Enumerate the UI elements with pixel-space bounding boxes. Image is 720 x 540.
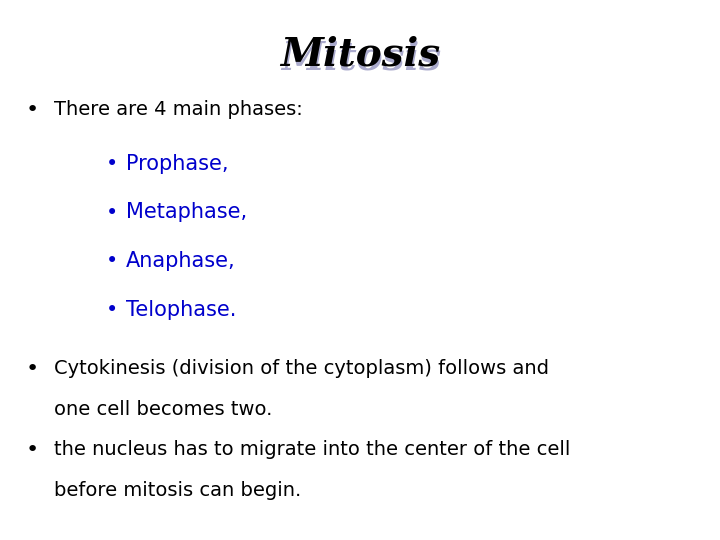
Text: Mitosis: Mitosis — [282, 39, 441, 77]
Text: Mitosis: Mitosis — [280, 35, 440, 73]
Text: There are 4 main phases:: There are 4 main phases: — [54, 100, 302, 119]
Text: •: • — [105, 202, 118, 222]
Text: •: • — [26, 100, 39, 120]
Text: one cell becomes two.: one cell becomes two. — [54, 400, 272, 419]
Text: •: • — [105, 154, 118, 174]
Text: Anaphase,: Anaphase, — [126, 251, 235, 271]
Text: the nucleus has to migrate into the center of the cell: the nucleus has to migrate into the cent… — [54, 440, 570, 459]
Text: Cytokinesis (division of the cytoplasm) follows and: Cytokinesis (division of the cytoplasm) … — [54, 359, 549, 378]
Text: Metaphase,: Metaphase, — [126, 202, 247, 222]
Text: before mitosis can begin.: before mitosis can begin. — [54, 481, 301, 500]
Text: •: • — [26, 440, 39, 460]
Text: •: • — [105, 300, 118, 320]
Text: Telophase.: Telophase. — [126, 300, 236, 320]
Text: •: • — [105, 251, 118, 271]
Text: Prophase,: Prophase, — [126, 154, 228, 174]
Text: •: • — [26, 359, 39, 379]
